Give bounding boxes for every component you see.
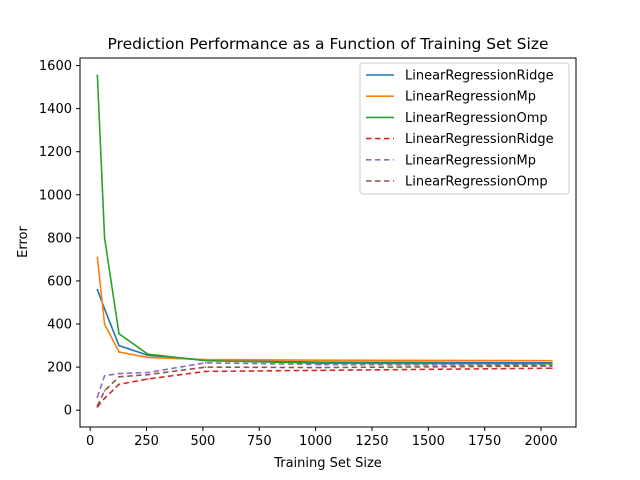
data-point-4-5 xyxy=(204,370,207,373)
data-point-3-3 xyxy=(118,332,120,335)
y-tick-label: 400 xyxy=(47,318,72,333)
y-tick-label: 800 xyxy=(47,231,72,246)
legend-label: LinearRegressionOmp xyxy=(405,175,548,190)
x-tick-label: 500 xyxy=(190,434,215,449)
data-point-2-3 xyxy=(118,351,120,353)
data-point-5-1 xyxy=(96,396,99,399)
y-tick-label: 200 xyxy=(47,361,72,376)
y-tick-label: 1600 xyxy=(39,59,72,74)
y-tick-label: 1200 xyxy=(39,145,72,160)
legend: LinearRegressionRidge LinearRegressionMp L… xyxy=(359,62,570,195)
y-tick-label: 600 xyxy=(47,274,72,289)
x-axis-label: Training Set Size xyxy=(273,456,382,471)
x-tick-label: 0 xyxy=(86,434,94,449)
x-axis: 0 250 500 750 1000 1250 1500 1750 2000 xyxy=(86,427,558,449)
data-point-6-6 xyxy=(320,366,322,369)
data-point-5-3 xyxy=(118,372,120,375)
legend-box xyxy=(359,62,570,195)
legend-label: LinearRegressionRidge xyxy=(405,132,554,147)
plot-lines xyxy=(96,74,553,408)
data-point-4-4 xyxy=(147,378,149,380)
x-tick-label: 1250 xyxy=(355,434,388,449)
y-tick-label: 0 xyxy=(64,404,72,419)
data-point-6-2 xyxy=(103,390,106,392)
series-line-4 xyxy=(96,367,552,408)
legend-label: LinearRegressionMp xyxy=(405,153,536,168)
data-point-3-6 xyxy=(320,362,322,365)
data-point-4-3 xyxy=(118,383,120,386)
data-point-3-4 xyxy=(147,353,149,355)
data-point-2-1 xyxy=(96,256,99,259)
data-point-2-7 xyxy=(551,359,553,362)
data-point-5-2 xyxy=(103,374,106,377)
y-axis: 0 200 400 600 800 1000 1200 1400 1600 xyxy=(39,59,80,419)
series-line-1 xyxy=(96,289,552,364)
data-point-1-1 xyxy=(96,288,99,291)
x-tick-label: 250 xyxy=(134,434,159,449)
data-point-6-4 xyxy=(147,373,149,376)
data-point-2-6 xyxy=(320,359,322,362)
data-point-5-6 xyxy=(320,363,322,366)
data-point-6-3 xyxy=(118,376,120,378)
x-tick-label: 1750 xyxy=(468,434,501,449)
legend-label: LinearRegressionMp xyxy=(405,90,536,105)
data-point-5-5 xyxy=(204,362,207,364)
data-point-6-5 xyxy=(204,366,207,368)
data-point-3-7 xyxy=(551,363,553,365)
chart-title: Prediction Performance as a Function of … xyxy=(107,35,548,53)
data-point-3-2 xyxy=(103,237,106,239)
data-point-3-5 xyxy=(204,359,207,362)
x-tick-label: 1500 xyxy=(412,434,445,449)
y-tick-label: 1400 xyxy=(39,102,72,117)
x-tick-label: 1000 xyxy=(299,434,332,449)
series-line-6 xyxy=(96,365,552,407)
x-tick-label: 2000 xyxy=(525,434,558,449)
data-point-1-2 xyxy=(103,308,106,310)
data-point-6-1 xyxy=(96,405,99,407)
data-point-4-6 xyxy=(320,369,322,372)
legend-label: LinearRegressionOmp xyxy=(405,111,548,126)
plot-frame xyxy=(79,57,577,428)
data-point-4-2 xyxy=(103,397,106,400)
y-axis-label: Error xyxy=(16,226,31,258)
data-point-5-4 xyxy=(147,371,149,374)
y-tick-label: 1000 xyxy=(39,188,72,203)
x-tick-label: 750 xyxy=(247,434,272,449)
data-point-6-7 xyxy=(551,365,553,367)
data-point-2-4 xyxy=(147,356,149,359)
data-point-2-2 xyxy=(103,323,106,325)
data-point-1-3 xyxy=(118,344,120,347)
data-point-3-1 xyxy=(96,74,99,77)
legend-label: LinearRegressionRidge xyxy=(405,69,554,84)
series-line-2 xyxy=(96,257,552,362)
data-point-4-7 xyxy=(551,367,553,369)
